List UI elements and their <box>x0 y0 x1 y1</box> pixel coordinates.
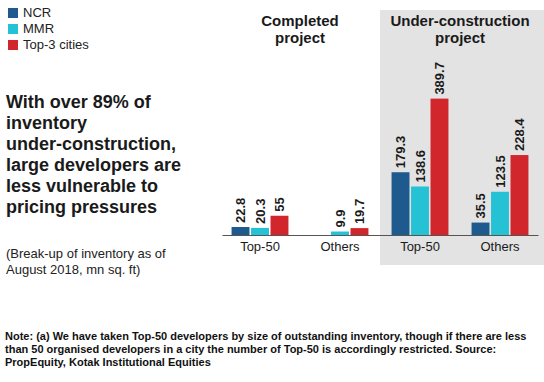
text-line: PropEquity, Kotak Institutional Equities <box>5 356 211 368</box>
x-axis: Top-50 Others Top-50 Others <box>223 235 539 254</box>
group-label: Under-constructionproject <box>390 12 529 46</box>
legend-label: MMR <box>23 21 54 36</box>
text-line: With over 89% of <box>6 92 152 112</box>
text-line: under-construction, <box>6 134 176 154</box>
legend-swatch <box>8 8 18 18</box>
data-label: 138.6 <box>413 150 428 183</box>
bar <box>411 186 429 235</box>
text-line: pricing pressures <box>6 197 157 217</box>
title: With over 89% ofinventoryunder-construct… <box>6 92 181 217</box>
bar <box>232 227 250 235</box>
bar <box>331 232 349 235</box>
data-label: 20.3 <box>253 199 268 224</box>
text-line: project <box>435 29 485 46</box>
bars <box>232 99 529 235</box>
data-label: 123.5 <box>493 155 508 188</box>
data-label: 35.5 <box>473 193 488 218</box>
tick-label: Top-50 <box>240 239 280 254</box>
text-line: large developers are <box>6 155 181 175</box>
subtitle: (Break-up of inventory as ofAugust 2018,… <box>6 246 166 277</box>
text-line: less vulnerable to <box>6 176 158 196</box>
text-line: project <box>275 29 325 46</box>
data-label: 9.9 <box>333 209 348 227</box>
text-line: (Break-up of inventory as of <box>6 246 166 261</box>
tick: Others <box>480 235 520 254</box>
axis-line <box>223 235 539 236</box>
legend-label: NCR <box>23 5 51 20</box>
chart: NCRMMRTop-3 cities With over 89% ofinvent… <box>0 0 544 382</box>
tick: Top-50 <box>240 235 280 254</box>
data-labels: 22.8 179.3 35.5 20.3 9.9 138.6 123.5 55 19.7 389.… <box>233 62 527 227</box>
text-line: than 50 organised developers in a city t… <box>5 343 496 355</box>
text-line: August 2018, mn sq. ft) <box>6 262 140 277</box>
tick-label: Others <box>480 239 520 254</box>
data-label: 179.3 <box>393 136 408 169</box>
legend: NCRMMRTop-3 cities <box>8 5 89 52</box>
note-background <box>0 326 544 382</box>
group-background <box>380 10 544 265</box>
bar <box>431 99 449 235</box>
legend-swatch <box>8 40 18 50</box>
bar <box>271 216 289 235</box>
data-label: 389.7 <box>432 62 447 95</box>
legend-swatch <box>8 24 18 34</box>
data-label: 228.4 <box>512 118 527 151</box>
text-line: Completed <box>261 12 339 29</box>
tick: Others <box>320 235 360 254</box>
data-label: 55 <box>272 197 287 211</box>
note: Note: (a) We have taken Top-50 developer… <box>5 330 526 368</box>
bar <box>392 172 410 235</box>
tick-label: Others <box>320 239 360 254</box>
data-label: 19.7 <box>352 199 367 224</box>
text-line: inventory <box>6 113 87 133</box>
bar <box>472 223 490 235</box>
tick-label: Top-50 <box>400 239 440 254</box>
text-line: Under-construction <box>390 12 529 29</box>
bar <box>251 228 269 235</box>
tick: Top-50 <box>400 235 440 254</box>
bar <box>351 228 369 235</box>
legend-label: Top-3 cities <box>23 37 89 52</box>
text-line: Note: (a) We have taken Top-50 developer… <box>5 330 526 342</box>
group-label: Completedproject <box>261 12 339 46</box>
bar <box>511 155 529 235</box>
data-label: 22.8 <box>233 198 248 223</box>
bar <box>491 192 509 235</box>
